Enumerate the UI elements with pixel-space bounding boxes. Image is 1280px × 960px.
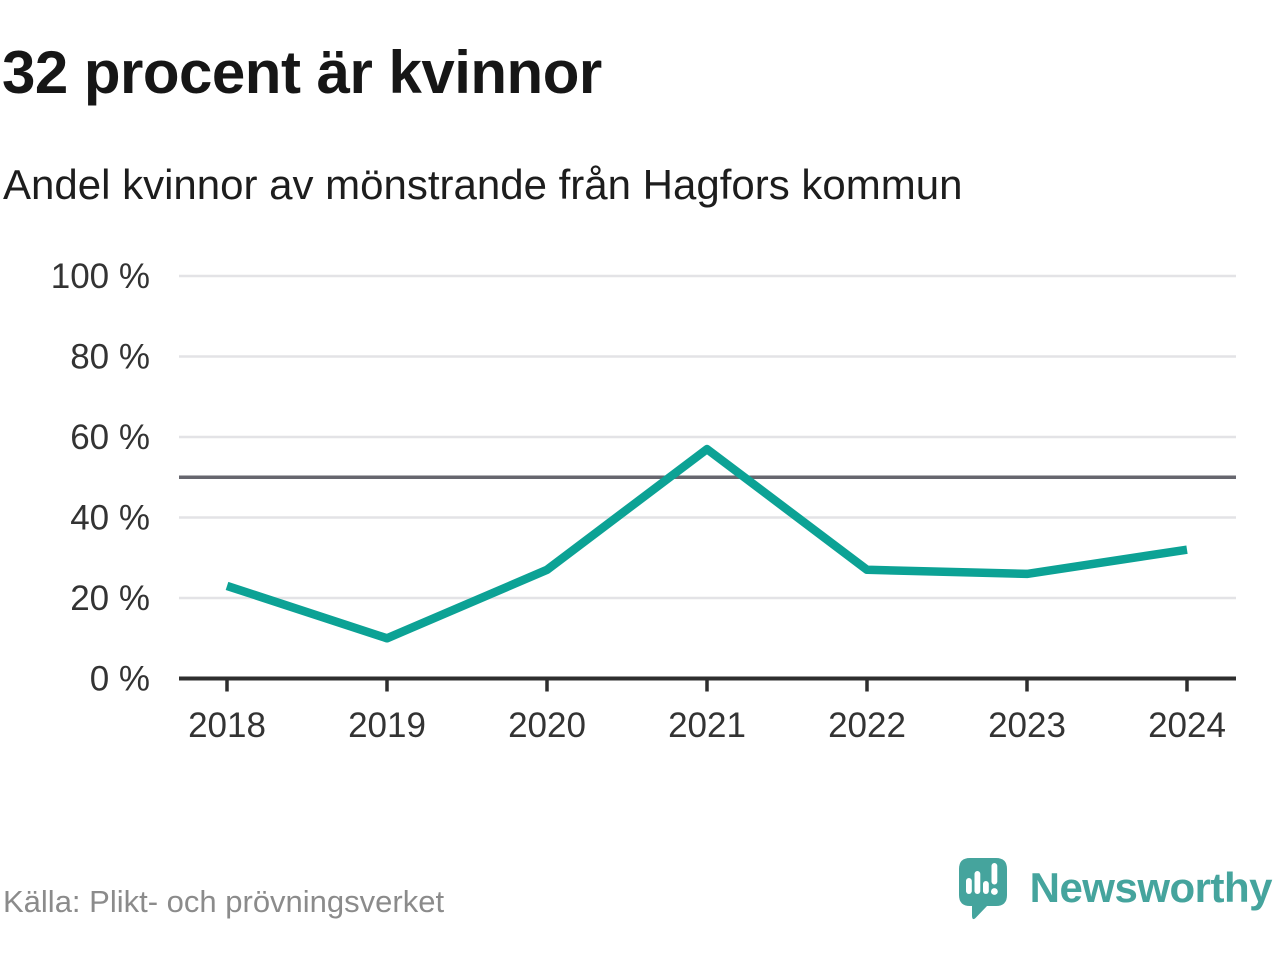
y-tick-label-40: 40 %	[70, 499, 150, 538]
y-tick-label-0: 0 %	[90, 660, 150, 699]
x-tick-label-2022: 2022	[828, 706, 906, 745]
logo-exclamation-dot	[990, 888, 998, 895]
data-line	[225, 444, 1188, 643]
logo-exclamation-icon	[991, 863, 997, 885]
chart-subtitle: Andel kvinnor av mönstrande från Hagfors…	[3, 161, 963, 208]
line-chart: 0 % 20 % 40 % 60 % 80 % 100 % 2018 2019 2020 2021…	[0, 240, 1280, 770]
line-chart-canvas: 0 % 20 % 40 % 60 % 80 % 100 % 2018 2019 2020 2021…	[51, 257, 1236, 745]
newsworthy-logo: Newsworthy	[957, 856, 1273, 922]
x-tick-label-2019: 2019	[348, 706, 426, 745]
y-tick-label-60: 60 %	[70, 418, 150, 457]
logo-bar-icon	[982, 881, 989, 894]
logo-bar-icon	[965, 878, 972, 894]
newsworthy-logo-icon	[958, 858, 1007, 920]
newsworthy-wordmark: Newsworthy	[1029, 864, 1273, 911]
source-text: Källa: Plikt- och prövningsverket	[3, 884, 445, 919]
logo-bar-icon	[974, 871, 980, 894]
page-title: 32 procent är kvinnor	[2, 39, 602, 106]
x-tick-label-2021: 2021	[668, 706, 746, 745]
y-tick-label-20: 20 %	[70, 579, 150, 618]
x-tick-label-2024: 2024	[1148, 706, 1226, 745]
y-tick-label-100: 100 %	[51, 257, 150, 296]
x-tick-label-2018: 2018	[188, 706, 266, 745]
x-tick-label-2020: 2020	[508, 706, 586, 745]
x-tick-label-2023: 2023	[988, 706, 1066, 745]
y-tick-label-80: 80 %	[70, 338, 150, 377]
